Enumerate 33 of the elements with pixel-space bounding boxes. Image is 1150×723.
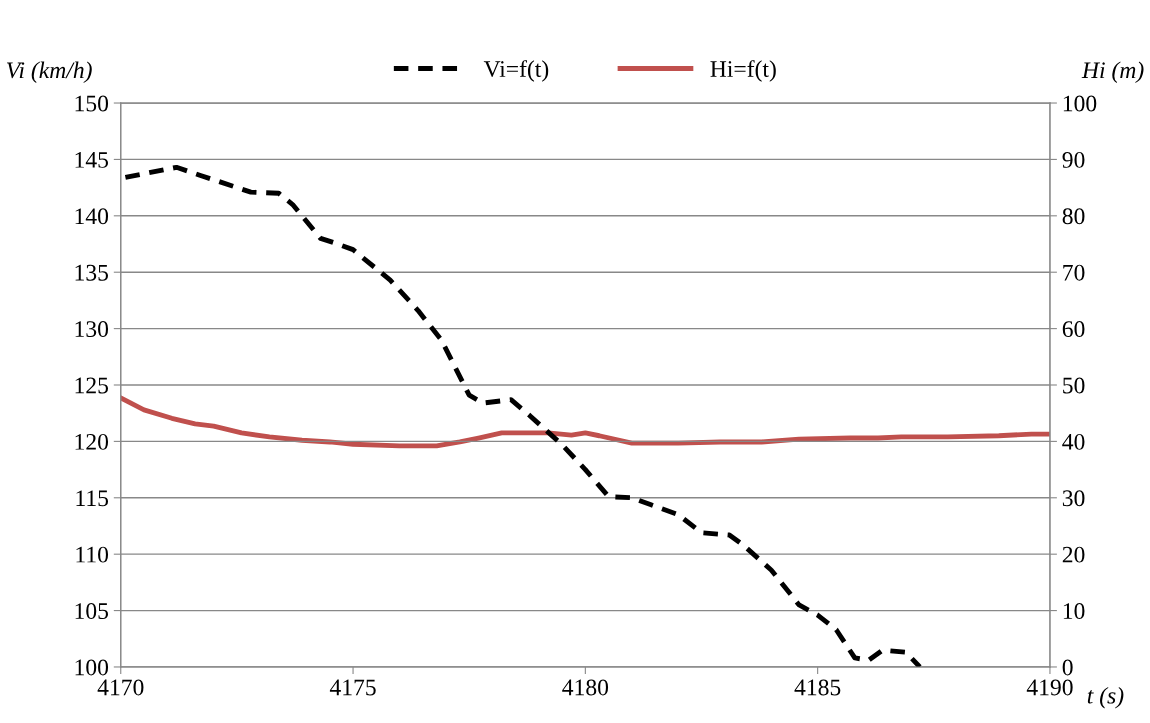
y-tick-label: 135 [75, 264, 109, 281]
y-tick-label: 140 [75, 208, 109, 225]
y-tick-label: 100 [75, 659, 109, 676]
y-tick-label: 105 [75, 603, 109, 619]
line-series [122, 164, 923, 667]
y2-tick-label: 80 [1062, 208, 1085, 225]
y-tick-label: 130 [75, 321, 109, 338]
x-tick-label: 4170 [97, 679, 144, 696]
y2-tick-label: 30 [1062, 490, 1085, 507]
y2-axis-title: Hi (m) [1081, 61, 1144, 84]
y2-tick-label: 100 [1063, 95, 1097, 112]
x-tick-label: 4190 [1026, 679, 1073, 696]
x-axis-title: t (s) [1087, 686, 1124, 709]
y2-tick-label: 50 [1063, 377, 1085, 394]
y2-tick-label: 20 [1062, 546, 1085, 563]
y2-tick-label: 90 [1062, 151, 1085, 168]
x-tick-label: 4185 [794, 679, 841, 696]
y-tick-label: 120 [75, 433, 109, 450]
y-tick-label: 125 [75, 377, 109, 394]
y-tick-label: 115 [76, 490, 109, 507]
legend-label: Hi=f(t) [710, 60, 776, 82]
x-tick-label: 4175 [329, 679, 376, 696]
y2-tick-label: 40 [1062, 433, 1085, 450]
y2-tick-label: 0 [1062, 659, 1073, 676]
y-axis-title: Vi (km/h) [6, 61, 92, 84]
y-tick-label: 150 [75, 95, 109, 112]
y2-tick-label: 10 [1063, 603, 1085, 619]
x-tick-label: 4180 [562, 679, 609, 696]
y2-tick-label: 60 [1062, 321, 1085, 338]
y-tick-label: 145 [75, 152, 109, 168]
y2-tick-label: 70 [1063, 264, 1085, 281]
y-tick-label: 110 [76, 546, 109, 563]
legend-label: Vi=f(t) [483, 60, 549, 82]
